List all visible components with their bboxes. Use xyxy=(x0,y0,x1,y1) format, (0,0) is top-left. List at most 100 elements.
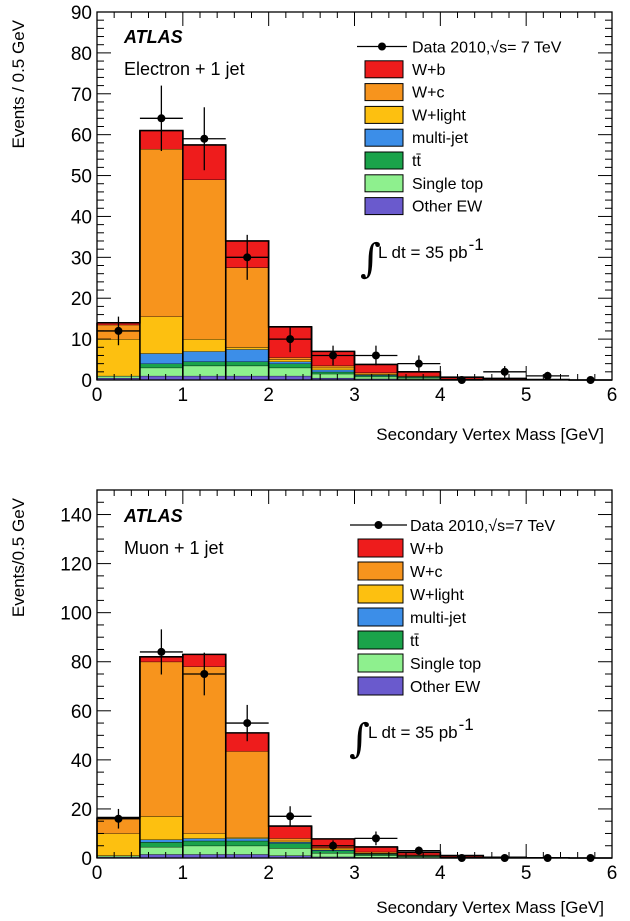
legend-label-ttbar: tt̄ xyxy=(412,153,421,170)
legend-label-single-top: Single top xyxy=(410,656,481,673)
legend-swatch-multi-jet xyxy=(357,607,404,627)
bar-single-top-bin-6 xyxy=(354,855,398,858)
data-point xyxy=(414,846,423,855)
legend-label-ttbar: tt̄ xyxy=(410,633,419,650)
x-axis-label: Secondary Vertex Mass [GeV] xyxy=(376,425,604,444)
bar-w-light-bin-0 xyxy=(97,833,140,856)
legend-label-w-b: W+b xyxy=(412,62,445,79)
bar-other-ew-bin-1 xyxy=(139,375,183,380)
bar-single-top-bin-7 xyxy=(397,377,441,380)
bar-other-ew-bin-0 xyxy=(97,377,140,380)
bar-single-top-bin-1 xyxy=(139,846,183,855)
x-tick-label: 0 xyxy=(92,863,103,884)
y-tick-label: 120 xyxy=(60,555,92,576)
bar-single-top-bin-5 xyxy=(311,853,355,857)
x-axis-label: Secondary Vertex Mass [GeV] xyxy=(376,898,604,917)
y-tick-label: 80 xyxy=(71,44,92,65)
channel-label: Electron + 1 jet xyxy=(124,59,245,79)
legend-data-marker xyxy=(374,521,383,529)
data-point xyxy=(543,371,552,380)
legend-label-single-top: Single top xyxy=(412,176,483,193)
data-point xyxy=(500,367,509,376)
legend-swatch-w-c xyxy=(357,561,404,581)
bar-ttbar-bin-2 xyxy=(182,361,226,366)
x-tick-label: 2 xyxy=(263,385,274,406)
bar-w-light-bin-3 xyxy=(225,837,269,839)
x-tick-label: 1 xyxy=(178,385,189,406)
x-tick-label: 3 xyxy=(349,385,360,406)
bar-w-b-bin-3 xyxy=(225,732,269,752)
legend-swatch-single-top xyxy=(364,174,404,193)
bar-single-top-bin-3 xyxy=(225,365,269,376)
bar-w-light-bin-3 xyxy=(225,347,269,350)
bar-multi-jet-bin-3 xyxy=(225,838,269,841)
bar-w-light-bin-1 xyxy=(139,816,183,840)
bar-multi-jet-bin-4 xyxy=(268,361,312,364)
legend-label-multi-jet: multi-jet xyxy=(412,130,469,147)
x-axis: 0 1 2 3 4 5 6 xyxy=(92,490,617,884)
bar-other-ew-bin-4 xyxy=(268,375,312,380)
legend-swatch-w-b xyxy=(364,60,404,79)
x-tick-label: 5 xyxy=(521,863,532,884)
data-point xyxy=(114,326,123,335)
legend-label-w-light: W+light xyxy=(410,587,464,604)
data-points xyxy=(97,85,612,384)
bar-other-ew-bin-2 xyxy=(182,854,226,858)
bar-w-light-bin-4 xyxy=(268,840,312,843)
luminosity-superscript: -1 xyxy=(469,235,484,254)
bar-w-b-bin-4 xyxy=(268,826,312,839)
bar-w-c-bin-1 xyxy=(139,661,183,817)
bar-multi-jet-bin-5 xyxy=(311,369,355,372)
bar-ttbar-bin-3 xyxy=(225,840,269,846)
bar-w-b-bin-7 xyxy=(397,371,441,376)
bar-other-ew-bin-3 xyxy=(225,854,269,858)
bar-other-ew-bin-4 xyxy=(268,855,312,858)
x-tick-label: 1 xyxy=(178,863,189,884)
y-tick-label: 90 xyxy=(71,3,92,24)
bar-w-b-bin-6 xyxy=(354,364,398,373)
integral-sign: ∫ xyxy=(349,716,370,762)
bar-w-b-bin-6 xyxy=(354,846,398,852)
bar-single-top-bin-4 xyxy=(268,848,312,856)
data-point xyxy=(243,719,252,728)
x-tick-label: 5 xyxy=(521,385,532,406)
data-point xyxy=(157,647,166,656)
luminosity-label: L dt = 35 pb xyxy=(378,243,468,262)
bar-w-light-bin-5 xyxy=(311,367,355,370)
y-tick-label: 30 xyxy=(71,248,92,269)
integral-sign: ∫ xyxy=(360,236,381,282)
legend-swatch-w-light xyxy=(357,584,404,604)
data-point xyxy=(329,351,338,360)
legend: Data 2010,√s=7 TeV W+b W+c W+light multi-jet… xyxy=(350,518,555,696)
y-tick-label: 100 xyxy=(60,604,92,625)
y-tick-label: 20 xyxy=(71,289,92,310)
bar-multi-jet-bin-2 xyxy=(182,838,226,841)
bar-single-top-bin-2 xyxy=(182,365,226,376)
legend-swatch-w-light xyxy=(364,105,404,124)
y-tick-label: 80 xyxy=(71,653,92,674)
legend-label-other-ew: Other EW xyxy=(410,679,481,696)
bar-w-c-bin-1 xyxy=(139,148,183,317)
y-axis-label: Events / 0.5 GeV xyxy=(9,19,28,148)
bar-ttbar-bin-6 xyxy=(354,854,398,856)
bar-ttbar-bin-4 xyxy=(268,363,312,368)
bar-ttbar-bin-1 xyxy=(139,842,183,847)
bar-multi-jet-bin-6 xyxy=(354,374,398,376)
y-tick-label: 10 xyxy=(71,330,92,351)
y-axis: 0 10 20 30 40 50 60 70 80 90 xyxy=(71,3,612,392)
y-tick-label: 0 xyxy=(81,849,92,870)
legend-data-label: Data 2010,√s= 7 TeV xyxy=(412,40,562,57)
legend-label-w-c: W+c xyxy=(410,564,442,581)
bar-w-light-bin-6 xyxy=(354,373,398,375)
y-tick-label: 0 xyxy=(81,371,92,392)
bar-multi-jet-bin-1 xyxy=(139,839,183,843)
bar-single-top-bin-5 xyxy=(311,373,355,378)
y-tick-label: 60 xyxy=(71,126,92,147)
bar-single-top-bin-6 xyxy=(354,376,398,379)
data-point xyxy=(286,335,295,344)
bar-w-light-bin-4 xyxy=(268,359,312,362)
legend-swatch-other-ew xyxy=(364,197,404,216)
bar-w-light-bin-1 xyxy=(139,316,183,354)
